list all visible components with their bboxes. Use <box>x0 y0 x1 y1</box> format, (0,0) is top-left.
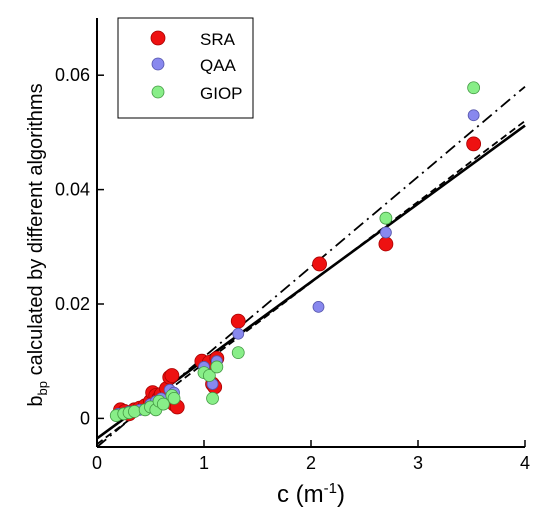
fit-line-dash-dot <box>96 85 526 448</box>
point-qaa <box>467 109 480 122</box>
x-axis-title-main: c (m <box>277 481 324 508</box>
y-axis-title: bbp calculated by different algorithms <box>25 83 50 406</box>
point-sra <box>378 236 394 252</box>
y-axis-title-rest: calculated by different algorithms <box>25 83 47 381</box>
point-qaa <box>312 300 325 313</box>
legend-box <box>117 17 254 119</box>
y-axis-title-main: b <box>25 395 47 406</box>
point-giop <box>167 391 181 405</box>
axis-ticks: 0 1 2 3 4 0 0.02 0.04 0.06 <box>55 65 530 473</box>
x-tick-label: 2 <box>306 453 316 473</box>
legend-marker-giop <box>151 85 165 99</box>
x-tick-label: 0 <box>92 453 102 473</box>
legend-marker-qaa <box>151 57 165 71</box>
x-axis-title: c (m-1) <box>277 480 345 508</box>
x-axis-title-sup: -1 <box>324 480 337 497</box>
y-tick-label: 0.06 <box>55 65 90 85</box>
point-giop <box>128 405 141 418</box>
x-axis-title-suffix: ) <box>337 481 345 508</box>
legend: SRA QAA GIOP <box>117 17 254 119</box>
point-giop <box>231 346 245 360</box>
point-qaa <box>379 226 392 239</box>
x-tick-label: 3 <box>413 453 423 473</box>
point-giop <box>156 397 170 411</box>
point-giop <box>467 81 481 95</box>
y-tick-label: 0 <box>80 408 90 428</box>
legend-label-qaa: QAA <box>200 56 237 75</box>
legend-marker-sra <box>150 30 166 46</box>
legend-label-giop: GIOP <box>200 84 243 103</box>
data-points <box>109 81 482 422</box>
point-giop <box>206 391 219 405</box>
point-qaa <box>232 327 245 340</box>
x-tick-label: 1 <box>199 453 209 473</box>
x-tick-label: 4 <box>520 453 530 473</box>
y-tick-label: 0.02 <box>55 294 90 314</box>
point-sra <box>164 368 180 383</box>
point-giop <box>202 369 216 382</box>
point-giop <box>379 211 393 225</box>
legend-label-sra: SRA <box>200 30 236 49</box>
y-axis-title-sub: bp <box>35 381 50 395</box>
point-giop <box>210 360 224 374</box>
point-sra <box>466 136 482 152</box>
point-sra <box>312 256 327 272</box>
point-sra <box>230 313 246 329</box>
y-tick-label: 0.04 <box>55 180 90 200</box>
